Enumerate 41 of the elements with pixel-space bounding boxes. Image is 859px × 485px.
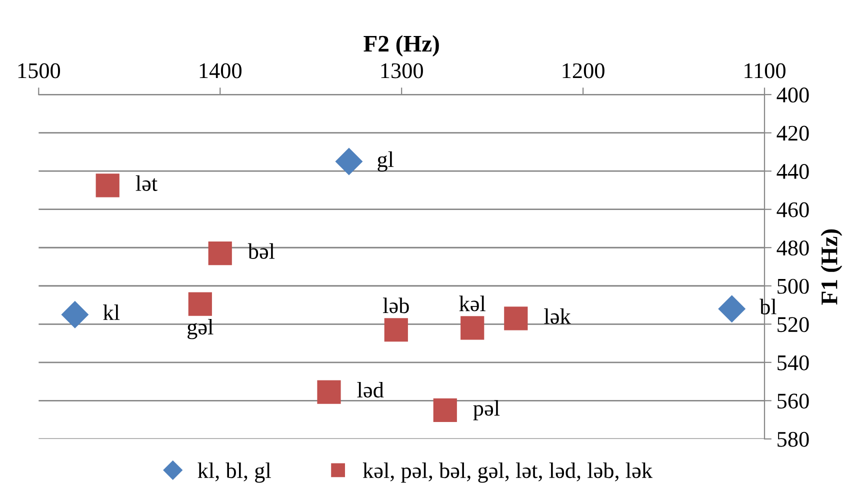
annotation: bəl (248, 243, 275, 259)
point (384, 318, 408, 342)
y-tick-label: 440 (776, 164, 809, 180)
y-tick-label: 560 (778, 394, 809, 409)
legend-label: kəl, pəl, bəl, gəl, lət, ləd, ləb, lək (362, 462, 653, 483)
y-axis-title: F1 (Hz) (820, 229, 842, 305)
point (317, 380, 341, 404)
x-axis-title: F2 (Hz) (364, 35, 439, 57)
legend-label: kl, bl, gl (198, 462, 271, 483)
annotation: ləb (383, 298, 409, 314)
point (208, 242, 232, 266)
y-tick-label: 520 (778, 317, 809, 332)
annotation: gl (378, 151, 394, 172)
y-tick-label: 420 (776, 126, 809, 141)
point (433, 398, 457, 422)
y-tick-label: 500 (778, 278, 809, 294)
annotation: lət (136, 175, 158, 192)
y-tick-label: 460 (776, 202, 809, 218)
point (335, 148, 362, 175)
x-tick-label: 1300 (381, 63, 423, 78)
annotation: gəl (188, 318, 214, 340)
x-tick-label: 1100 (744, 63, 786, 78)
y-tick-label: 580 (778, 432, 809, 447)
x-tick-label: 1200 (562, 63, 604, 78)
y-tick-label: 400 (776, 88, 809, 103)
x-tick-label: 1400 (200, 63, 242, 78)
x-tick-label: 1500 (18, 63, 60, 78)
annotation: lək (544, 308, 571, 324)
annotation: kəl (459, 296, 486, 312)
point (460, 316, 484, 340)
annotation: pəl (473, 400, 500, 420)
y-tick-label: 540 (778, 355, 809, 370)
point (718, 295, 746, 322)
annotation: kl (103, 304, 120, 320)
y-tick-label: 480 (776, 240, 809, 256)
point (504, 306, 528, 330)
point (61, 301, 88, 328)
annotation: ləd (357, 382, 384, 398)
annotation: bl (760, 298, 776, 314)
point (96, 174, 120, 198)
point (188, 292, 212, 316)
